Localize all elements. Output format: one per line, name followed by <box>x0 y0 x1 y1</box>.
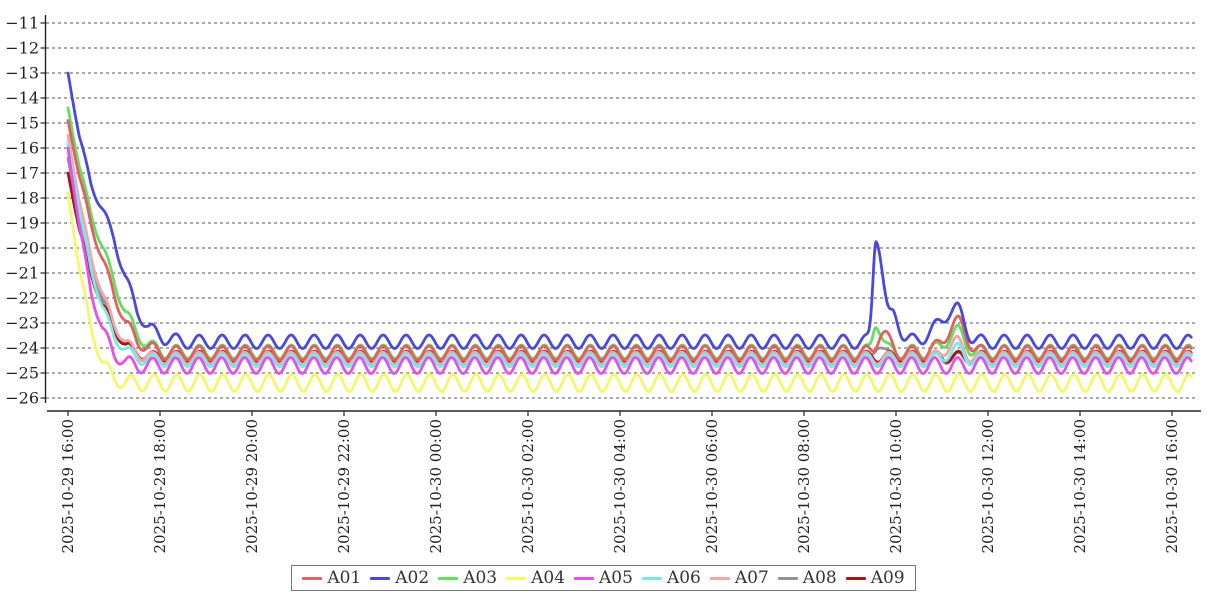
legend-item-A03: A03 <box>438 567 498 588</box>
x-tick-label: 2025-10-29 22:00 <box>335 419 353 553</box>
x-tick-label: 2025-10-30 02:00 <box>519 419 537 553</box>
x-tick-label: 2025-10-30 00:00 <box>427 419 445 553</box>
y-tick-label: −25 <box>5 364 39 383</box>
legend-label: A07 <box>734 567 769 588</box>
y-tick-label: −18 <box>5 189 39 208</box>
legend-swatch-A08 <box>777 576 798 580</box>
chart-canvas: −11 −12 −13 −14 −15 −16 −17 −18 −19 −20 −21 −22 −23 −… <box>5 14 1201 553</box>
legend-swatch-A05 <box>574 576 595 580</box>
legend-item-A04: A04 <box>506 567 566 588</box>
series-line-A07 <box>66 134 1193 366</box>
y-tick-label: −23 <box>5 314 39 333</box>
legend-swatch-A04 <box>506 576 527 580</box>
legend-item-A02: A02 <box>370 567 430 588</box>
series-line-A04 <box>66 191 1193 393</box>
series-line-A05 <box>66 146 1193 375</box>
series-line-A09 <box>66 171 1193 364</box>
x-tick-label: 2025-10-29 18:00 <box>151 419 169 553</box>
x-tick-label: 2025-10-29 16:00 <box>59 419 77 553</box>
y-tick-label: −13 <box>5 64 39 83</box>
legend-label: A08 <box>802 567 837 588</box>
legend-label: A03 <box>463 567 498 588</box>
series-line-A06 <box>66 141 1193 369</box>
series-line-A08 <box>66 156 1193 365</box>
legend-swatch-A09 <box>845 576 866 580</box>
y-tick-label: −12 <box>5 39 39 58</box>
legend-swatch-A07 <box>709 576 730 580</box>
x-tick-label: 2025-10-30 12:00 <box>979 419 997 553</box>
legend-swatch-A06 <box>641 576 662 580</box>
y-tick-label: −20 <box>5 239 39 258</box>
series-line-A03 <box>66 106 1193 360</box>
x-tick-label: 2025-10-30 06:00 <box>703 419 721 553</box>
legend-label: A09 <box>870 567 905 588</box>
legend-item-A07: A07 <box>709 567 769 588</box>
legend-item-A01: A01 <box>302 567 362 588</box>
y-tick-label: −26 <box>5 389 39 408</box>
y-tick-label: −22 <box>5 289 39 308</box>
legend-swatch-A01 <box>302 576 323 580</box>
y-tick-label: −19 <box>5 214 39 233</box>
x-tick-label: 2025-10-29 20:00 <box>243 419 261 553</box>
y-tick-label: −21 <box>5 264 39 283</box>
legend-label: A05 <box>599 567 633 588</box>
series-line-A01 <box>66 119 1193 362</box>
legend-swatch-A03 <box>438 576 459 580</box>
legend-item-A08: A08 <box>777 567 837 588</box>
y-tick-label: −11 <box>5 14 39 33</box>
series-line-A02 <box>66 71 1193 350</box>
y-tick-label: −17 <box>5 164 39 183</box>
legend-label: A01 <box>327 567 362 588</box>
legend-item-A06: A06 <box>641 567 701 588</box>
y-tick-label: −16 <box>5 139 39 158</box>
line-chart: −11 −12 −13 −14 −15 −16 −17 −18 −19 −20 −21 −22 −23 −… <box>5 14 1201 553</box>
y-tick-label: −15 <box>5 114 39 133</box>
legend-label: A04 <box>531 567 566 588</box>
x-tick-label: 2025-10-30 16:00 <box>1163 419 1181 553</box>
chart-legend: A01 A02 A03 A04 A05 A06 A07 A08 A09 <box>0 565 1207 595</box>
legend-label: A06 <box>666 567 701 588</box>
legend-box: A01 A02 A03 A04 A05 A06 A07 A08 A09 <box>291 565 916 591</box>
y-tick-label: −24 <box>5 339 39 358</box>
x-tick-label: 2025-10-30 10:00 <box>887 419 905 553</box>
x-tick-label: 2025-10-30 08:00 <box>795 419 813 553</box>
legend-item-A05: A05 <box>574 567 633 588</box>
legend-item-A09: A09 <box>845 567 905 588</box>
x-tick-label: 2025-10-30 04:00 <box>611 419 629 553</box>
legend-swatch-A02 <box>370 576 391 580</box>
legend-label: A02 <box>395 567 430 588</box>
y-tick-label: −14 <box>5 89 39 108</box>
x-tick-label: 2025-10-30 14:00 <box>1071 419 1089 553</box>
